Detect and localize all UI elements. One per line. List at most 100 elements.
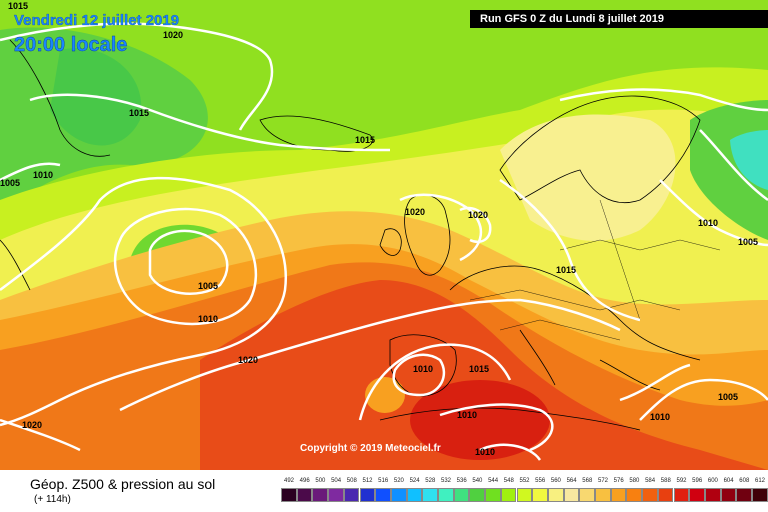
field-orange-spot bbox=[365, 377, 405, 413]
scale-label: 544 bbox=[488, 478, 499, 484]
scale-swatch bbox=[422, 488, 438, 502]
scale-swatch bbox=[720, 488, 737, 502]
ireland-coast bbox=[379, 228, 402, 256]
scale-label: 540 bbox=[472, 478, 483, 484]
scale-label: 600 bbox=[707, 478, 718, 484]
isobar-label: 1020 bbox=[163, 30, 183, 40]
scale-label: 604 bbox=[723, 478, 734, 484]
isobar-1020-ridge bbox=[119, 298, 621, 412]
forecast-time: 20:00 locale bbox=[14, 34, 128, 56]
scale-swatch bbox=[642, 488, 658, 502]
isobar-label: 1005 bbox=[198, 281, 218, 291]
isobar-1015-low bbox=[0, 176, 287, 427]
isobar-label: 1020 bbox=[22, 420, 42, 430]
weather-map: 1015 1020 1015 1005 1010 1015 1020 1020 … bbox=[0, 0, 768, 470]
isobar-label: 1015 bbox=[8, 1, 28, 11]
scale-swatch bbox=[281, 488, 297, 502]
greenland-coast bbox=[9, 39, 111, 157]
scale-swatch bbox=[375, 488, 391, 502]
legend-title: Géop. Z500 & pression au sol bbox=[30, 476, 216, 492]
scale-swatch bbox=[563, 488, 580, 502]
scale-label: 596 bbox=[692, 478, 703, 484]
isobar-1010-ne bbox=[659, 179, 768, 247]
scale-swatch bbox=[610, 488, 627, 502]
scale-label: 532 bbox=[440, 478, 451, 484]
isobar-label: 1010 bbox=[457, 410, 477, 420]
scale-swatch bbox=[736, 488, 752, 502]
isobar-label: 1005 bbox=[738, 237, 758, 247]
forecast-date: Vendredi 12 juillet 2019 bbox=[14, 12, 180, 29]
isobar-label: 1020 bbox=[238, 355, 258, 365]
scale-label: 548 bbox=[503, 478, 514, 484]
scale-label: 512 bbox=[362, 478, 373, 484]
scale-swatch bbox=[328, 488, 344, 502]
scale-swatch bbox=[657, 488, 674, 502]
legend-subtitle: (+ 114h) bbox=[34, 494, 71, 505]
scale-swatch bbox=[532, 488, 548, 502]
border-line-2 bbox=[499, 319, 621, 341]
scale-swatch bbox=[453, 488, 470, 502]
scale-label: 572 bbox=[597, 478, 608, 484]
scale-label: 492 bbox=[283, 478, 294, 484]
balkans-coast bbox=[599, 359, 661, 391]
scale-label: 560 bbox=[550, 478, 561, 484]
scale-label: 528 bbox=[425, 478, 436, 484]
scale-swatch bbox=[312, 488, 329, 502]
scale-label: 552 bbox=[519, 478, 530, 484]
isobar-1020-sw bbox=[0, 418, 81, 452]
copyright-notice: Copyright © 2019 Meteociel.fr bbox=[300, 443, 441, 454]
isobar-label: 1020 bbox=[468, 210, 488, 220]
scale-swatch bbox=[500, 488, 517, 502]
scale-label: 508 bbox=[346, 478, 357, 484]
isobar-1010-iberia bbox=[392, 353, 446, 397]
field-paleyellow-ne bbox=[500, 114, 676, 241]
field-cyan-ne bbox=[730, 130, 768, 190]
africa-coast bbox=[379, 407, 641, 431]
scale-swatch bbox=[469, 488, 486, 502]
scandinavia-coast bbox=[499, 95, 701, 204]
isobar-label: 1005 bbox=[0, 178, 20, 188]
isobar-label: 1010 bbox=[475, 447, 495, 457]
europe-coast bbox=[449, 265, 701, 361]
scale-label: 556 bbox=[535, 478, 546, 484]
isobar-label: 1010 bbox=[198, 314, 218, 324]
isobar-label: 1010 bbox=[33, 170, 53, 180]
scale-swatch bbox=[689, 488, 705, 502]
border-line-3 bbox=[559, 239, 721, 251]
map-canvas: 1015 1020 1015 1005 1010 1015 1020 1020 … bbox=[0, 0, 768, 470]
isobar-1020-nw bbox=[0, 22, 274, 131]
scale-label: 504 bbox=[331, 478, 342, 484]
borders bbox=[469, 199, 721, 341]
isobar-labels: 1015 1020 1015 1005 1010 1015 1020 1020 … bbox=[0, 1, 758, 457]
scale-swatch bbox=[626, 488, 643, 502]
scale-swatch bbox=[390, 488, 407, 502]
scale-swatch bbox=[752, 488, 768, 502]
isobar-label: 1015 bbox=[469, 364, 489, 374]
isobar-label: 1015 bbox=[355, 135, 375, 145]
scale-label: 612 bbox=[754, 478, 765, 484]
scale-swatch bbox=[485, 488, 501, 502]
isobar-1005-se bbox=[639, 378, 768, 421]
scale-label: 580 bbox=[629, 478, 640, 484]
isobar-1020-uk bbox=[399, 193, 482, 262]
isobar-1005-low bbox=[148, 229, 229, 295]
scale-swatch bbox=[704, 488, 721, 502]
border-line-4 bbox=[599, 199, 641, 321]
isobar-1015-iberia bbox=[358, 343, 512, 421]
isobar-1010-sahara bbox=[479, 443, 542, 461]
scale-swatch bbox=[406, 488, 423, 502]
isobar-label: 1010 bbox=[650, 412, 670, 422]
border-line-1 bbox=[469, 289, 681, 311]
scale-label: 564 bbox=[566, 478, 577, 484]
scale-swatch bbox=[579, 488, 595, 502]
isobar-1010-se bbox=[619, 363, 691, 402]
scale-swatch bbox=[516, 488, 533, 502]
isobar-label: 1015 bbox=[129, 108, 149, 118]
canada-coast bbox=[0, 239, 31, 291]
isobar-label: 1015 bbox=[556, 265, 576, 275]
isobar-1010-africa bbox=[439, 403, 554, 452]
isobar-1015-europe bbox=[499, 178, 641, 322]
coastlines bbox=[0, 39, 701, 431]
model-run-label: Run GFS 0 Z du Lundi 8 juillet 2019 bbox=[470, 10, 768, 28]
scale-swatch bbox=[673, 488, 690, 502]
